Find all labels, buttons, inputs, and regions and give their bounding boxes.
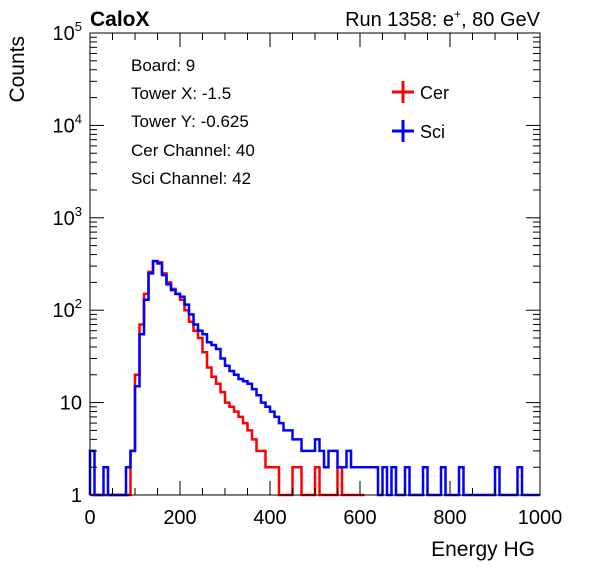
legend-sci-label: Sci: [420, 122, 445, 142]
y-tick-label: 104: [53, 111, 82, 137]
y-tick-label: 103: [53, 204, 82, 230]
x-tick-label: 400: [253, 507, 286, 529]
legend-sci-marker: [392, 120, 414, 142]
x-tick-label: 600: [343, 507, 376, 529]
info-board: Board: 9: [131, 56, 195, 75]
axis-layer: 0 200 400 600 800 1000 1 10 102 103 104 105: [53, 19, 563, 529]
legend-cer-label: Cer: [420, 83, 449, 103]
info-cer-channel: Cer Channel: 40: [131, 141, 255, 160]
series-layer: [88, 259, 540, 497]
y-axis-title: Counts: [6, 36, 29, 103]
y-tick-label: 105: [53, 19, 82, 45]
x-tick-label: 0: [84, 507, 95, 529]
x-tick-label: 1000: [518, 507, 563, 529]
series-sci-line: [88, 259, 540, 497]
y-tick-label: 1: [71, 485, 82, 507]
run-label-suffix: , 80 GeV: [461, 9, 541, 31]
legend: Cer Sci: [392, 81, 449, 142]
legend-cer-marker: [392, 81, 414, 103]
x-tick-label: 200: [163, 507, 196, 529]
run-label-sup: +: [454, 7, 461, 21]
x-axis-title: Energy HG: [431, 538, 535, 561]
y-tick-label: 10: [60, 393, 82, 415]
info-tower-x: Tower X: -1.5: [131, 84, 231, 103]
info-tower-y: Tower Y: -0.625: [131, 112, 249, 131]
brand-label: CaloX: [90, 8, 150, 31]
run-label-prefix: Run 1358: e: [345, 9, 454, 31]
info-sci-channel: Sci Channel: 42: [131, 169, 251, 188]
y-tick-label: 102: [53, 296, 82, 322]
run-label: Run 1358: e+, 80 GeV: [345, 7, 541, 31]
x-tick-label: 800: [433, 507, 466, 529]
